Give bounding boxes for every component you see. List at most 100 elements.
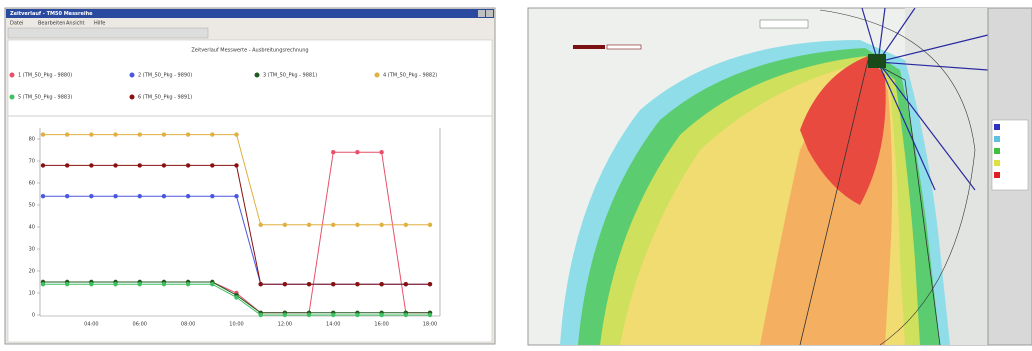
y-tick-label: 0 bbox=[32, 313, 35, 319]
data-point bbox=[331, 222, 336, 227]
data-point bbox=[137, 163, 142, 168]
legend-marker bbox=[9, 94, 15, 100]
data-point bbox=[331, 312, 336, 318]
x-tick-label: 10:00 bbox=[229, 322, 243, 328]
data-point bbox=[234, 295, 239, 300]
data-point bbox=[427, 312, 433, 318]
data-point bbox=[161, 163, 167, 168]
legend-marker bbox=[9, 72, 15, 78]
data-point bbox=[40, 132, 46, 137]
data-point bbox=[185, 132, 191, 137]
legend-marker bbox=[254, 72, 260, 78]
legend-label: 2 (TM_50_Pkg - 9890) bbox=[138, 73, 192, 79]
data-point bbox=[64, 132, 70, 137]
data-point bbox=[258, 312, 263, 318]
data-point bbox=[379, 150, 384, 155]
data-point bbox=[113, 282, 118, 287]
data-point bbox=[258, 282, 263, 287]
data-point bbox=[161, 132, 167, 137]
y-tick-label: 50 bbox=[29, 203, 35, 209]
menu-item[interactable]: Hilfe bbox=[94, 21, 105, 27]
data-point bbox=[234, 163, 239, 168]
y-tick-label: 10 bbox=[29, 291, 35, 297]
data-point bbox=[427, 222, 433, 227]
data-point bbox=[355, 150, 360, 155]
data-point bbox=[185, 282, 191, 287]
data-point bbox=[331, 282, 336, 287]
toolbar[interactable] bbox=[7, 27, 209, 39]
legend-marker bbox=[129, 94, 135, 100]
x-tick-label: 18:00 bbox=[423, 322, 437, 328]
x-tick-label: 12:00 bbox=[278, 322, 292, 328]
chart-area bbox=[7, 39, 493, 343]
y-tick-label: 80 bbox=[29, 137, 35, 143]
legend-label: 4 (TM_50_Pkg - 9882) bbox=[383, 73, 437, 79]
title-bar bbox=[6, 9, 494, 18]
data-point bbox=[185, 194, 191, 199]
data-point bbox=[234, 132, 239, 137]
data-point bbox=[137, 194, 142, 199]
data-point bbox=[113, 194, 118, 199]
data-point bbox=[379, 312, 384, 318]
data-point bbox=[210, 163, 215, 168]
data-point bbox=[355, 222, 360, 227]
y-tick-label: 40 bbox=[29, 225, 35, 231]
map bbox=[527, 7, 1032, 346]
data-point bbox=[258, 222, 263, 227]
minimize-button[interactable] bbox=[478, 10, 485, 17]
data-point bbox=[161, 194, 167, 199]
data-point bbox=[64, 163, 70, 168]
data-point bbox=[89, 163, 94, 168]
data-point bbox=[282, 222, 288, 227]
data-point bbox=[210, 194, 215, 199]
data-point bbox=[234, 194, 239, 199]
y-tick-label: 60 bbox=[29, 181, 35, 187]
x-tick-label: 06:00 bbox=[133, 322, 147, 328]
data-point bbox=[89, 132, 94, 137]
legend-marker bbox=[129, 72, 135, 78]
x-tick-label: 16:00 bbox=[374, 322, 388, 328]
legend-label: 1 (TM_50_Pkg - 9880) bbox=[18, 73, 72, 79]
close-button[interactable] bbox=[486, 10, 493, 17]
legend-label: 6 (TM_50_Pkg - 9891) bbox=[138, 95, 192, 101]
y-tick-label: 70 bbox=[29, 159, 35, 165]
data-point bbox=[403, 312, 409, 318]
data-point bbox=[64, 194, 70, 199]
data-point bbox=[282, 282, 288, 287]
data-point bbox=[355, 312, 360, 318]
data-point bbox=[137, 132, 142, 137]
data-point bbox=[40, 194, 46, 199]
data-point bbox=[137, 282, 142, 287]
data-point bbox=[40, 163, 46, 168]
menu-item[interactable]: Bearbeiten bbox=[38, 21, 65, 27]
data-point bbox=[306, 312, 312, 318]
data-point bbox=[379, 282, 384, 287]
legend-marker bbox=[374, 72, 380, 78]
y-tick-label: 30 bbox=[29, 247, 35, 253]
data-point bbox=[306, 222, 312, 227]
window-title: Zeitverlauf - TM50 Messreihe bbox=[10, 11, 93, 17]
data-point bbox=[427, 282, 433, 287]
data-point bbox=[64, 282, 70, 287]
legend-label: 5 (TM_50_Pkg - 9883) bbox=[18, 95, 72, 101]
data-point bbox=[185, 163, 191, 168]
x-tick-label: 14:00 bbox=[326, 322, 340, 328]
data-point bbox=[210, 132, 215, 137]
data-point bbox=[40, 282, 46, 287]
menu-item[interactable]: Ansicht bbox=[66, 21, 85, 27]
data-point bbox=[355, 282, 360, 287]
data-point bbox=[161, 282, 167, 287]
data-point bbox=[89, 194, 94, 199]
data-point bbox=[210, 282, 215, 287]
legend-label: 3 (TM_50_Pkg - 9881) bbox=[263, 73, 317, 79]
menu-item[interactable]: Datei bbox=[10, 21, 23, 27]
data-point bbox=[379, 222, 384, 227]
data-point bbox=[403, 222, 409, 227]
x-tick-label: 08:00 bbox=[181, 322, 195, 328]
data-point bbox=[113, 163, 118, 168]
data-point bbox=[89, 282, 94, 287]
data-point bbox=[282, 312, 288, 318]
y-tick-label: 20 bbox=[29, 269, 35, 275]
chart-title: Zeitverlauf Messwerte - Ausbreitungsrech… bbox=[191, 48, 308, 54]
